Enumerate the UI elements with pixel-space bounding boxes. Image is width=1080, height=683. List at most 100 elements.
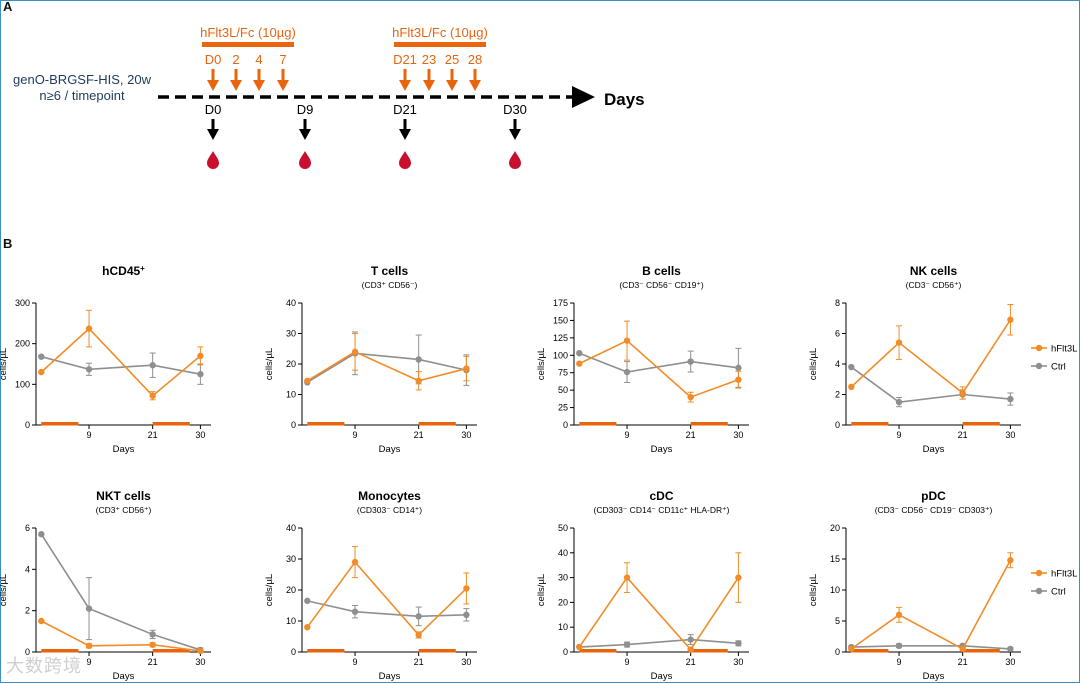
y-tick-label: 50 [558, 385, 568, 395]
x-tick-label: 30 [195, 657, 205, 667]
y-tick-label: 30 [286, 554, 296, 564]
data-point-hFlt3L [85, 642, 93, 649]
x-tick-label: 9 [353, 430, 358, 440]
dose1-arrow-head [230, 80, 242, 91]
treatment-window-bar [962, 649, 1000, 653]
x-tick-label: 21 [958, 430, 968, 440]
y-tick-label: 150 [553, 315, 568, 325]
data-point-Ctrl [848, 363, 855, 371]
data-point-Ctrl [415, 613, 422, 620]
chart-subtitle: (CD3⁻ CD56⁻ CD19⁻ CD303⁺) [875, 505, 993, 515]
x-tick-label: 9 [87, 657, 92, 667]
data-point-hFlt3L [576, 360, 583, 367]
y-tick-label: 0 [291, 420, 296, 430]
data-point-Ctrl [687, 636, 694, 643]
x-tick-label: 30 [461, 430, 471, 440]
data-point-Ctrl [735, 640, 742, 647]
y-tick-label: 300 [15, 298, 30, 308]
sample-arrow-head [299, 129, 311, 140]
y-tick-label: 10 [558, 622, 568, 632]
x-axis-label: Days [651, 444, 673, 455]
series-line-Ctrl [307, 600, 467, 618]
data-point-hFlt3L [623, 574, 631, 581]
data-point-Ctrl [1007, 645, 1014, 653]
data-point-Ctrl [895, 642, 903, 649]
series-line-Ctrl [306, 352, 467, 383]
x-axis-label: Days [113, 444, 135, 455]
y-tick-label: 40 [286, 298, 296, 308]
x-tick-label: 30 [1005, 430, 1015, 440]
treatment-window-bar [418, 649, 456, 653]
dose-label-2: hFlt3L/Fc (10µg) [392, 25, 488, 40]
data-point-hFlt3L [895, 611, 903, 618]
data-point-hFlt3L [959, 645, 966, 653]
dose2-arrow-head [399, 80, 411, 91]
x-tick-label: 21 [148, 657, 158, 667]
y-tick-label: 15 [830, 554, 840, 564]
y-tick-label: 25 [558, 403, 568, 413]
data-point-hFlt3L [1007, 557, 1014, 564]
y-tick-label: 125 [553, 333, 568, 343]
chart-title: NKT cells [96, 489, 151, 503]
y-tick-label: 6 [25, 523, 30, 533]
data-point-Ctrl [149, 362, 156, 369]
data-point-hFlt3L [304, 377, 311, 384]
dose2-arrow-head [446, 80, 458, 91]
treatment-window-bar [418, 422, 456, 426]
y-tick-label: 2 [835, 390, 840, 400]
sample-arrow-head [509, 129, 521, 140]
data-point-Ctrl [304, 597, 311, 605]
y-tick-label: 2 [25, 606, 30, 616]
series-line-hFlt3L [306, 350, 467, 382]
treatment-timeline: genO-BRGSF-HIS, 20w n≥6 / timepoint Days… [13, 25, 645, 169]
dose-bar-2 [394, 42, 486, 47]
data-point-hFlt3L [85, 325, 93, 332]
y-tick-label: 0 [835, 647, 840, 657]
chart-subtitle: (CD303⁻ CD14⁺) [357, 505, 422, 515]
x-tick-label: 9 [87, 430, 92, 440]
x-tick-label: 30 [733, 430, 743, 440]
treatment-window-bar [579, 649, 617, 653]
x-tick-label: 9 [353, 657, 358, 667]
dose1-day-label: 2 [232, 52, 239, 67]
data-point-hFlt3L [735, 376, 742, 383]
blood-drop-icon [207, 151, 219, 169]
y-tick-label: 6 [835, 329, 840, 339]
series-line-hFlt3L [40, 327, 201, 397]
treatment-window-bar [690, 649, 728, 653]
dose-label-1: hFlt3L/Fc (10µg) [200, 25, 296, 40]
dose2-arrow-head [469, 80, 481, 91]
data-point-hFlt3L [1007, 316, 1014, 323]
dose2-day-label: 25 [445, 52, 459, 67]
dose1-arrow-head [277, 80, 289, 91]
y-tick-label: 10 [830, 585, 840, 595]
x-tick-label: 21 [958, 657, 968, 667]
chart-subtitle: (CD3⁻ CD56⁻ CD19⁺) [619, 280, 703, 290]
y-axis-label: cells/µL [0, 348, 9, 380]
data-point-Ctrl [149, 631, 156, 638]
y-tick-label: 10 [286, 616, 296, 626]
data-point-hFlt3L [38, 617, 45, 625]
y-tick-label: 175 [553, 298, 568, 308]
sample-arrow-head [207, 129, 219, 140]
y-tick-label: 30 [286, 329, 296, 339]
y-axis-label: cells/µL [808, 348, 819, 380]
legend-marker [1035, 587, 1043, 595]
x-tick-label: 9 [897, 657, 902, 667]
dose1-arrow-head [207, 80, 219, 91]
y-axis-label: cells/µL [808, 574, 819, 606]
legend-marker [1035, 344, 1043, 352]
y-tick-label: 4 [835, 359, 840, 369]
legend-label: Ctrl [1051, 587, 1066, 598]
data-point-Ctrl [576, 349, 583, 357]
chart-2: T cells (CD3⁺ CD56⁻) 0 10 20 30 40 9 21 30 Days cel… [264, 264, 477, 455]
x-tick-label: 21 [148, 430, 158, 440]
y-tick-label: 20 [830, 523, 840, 533]
data-point-Ctrl [197, 370, 204, 378]
x-axis-label: Days [379, 444, 401, 455]
sample-day-label: D21 [393, 102, 417, 117]
dose-days: D0 2 4 7 D21 23 25 28 [205, 52, 482, 91]
y-tick-label: 0 [563, 647, 568, 657]
y-axis-label: cells/µL [536, 348, 547, 380]
x-tick-label: 9 [625, 430, 630, 440]
